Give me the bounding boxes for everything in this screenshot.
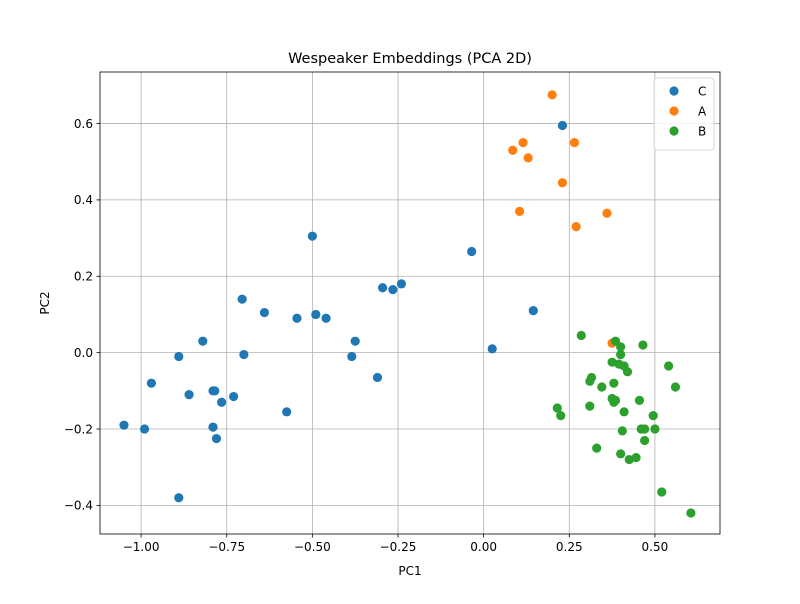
point-C (119, 420, 129, 430)
point-B (556, 411, 566, 421)
x-tick-label: 0.25 (556, 540, 583, 554)
point-B (610, 395, 621, 405)
legend: CAB (653, 77, 715, 151)
point-B (617, 426, 627, 436)
point-C (184, 390, 194, 400)
x-tick-label: −0.50 (294, 540, 331, 554)
legend-marker-B (669, 126, 679, 136)
x-tick-label: 0.00 (470, 540, 497, 554)
legend-label-C: C (698, 84, 706, 98)
point-C (237, 294, 247, 304)
x-tick-label: 0.50 (642, 540, 669, 554)
x-axis-label: PC1 (398, 564, 421, 578)
point-A (508, 145, 518, 155)
point-B (650, 424, 660, 434)
point-B (609, 378, 619, 388)
point-A (569, 138, 580, 148)
point-C (350, 336, 360, 346)
point-B (631, 453, 641, 463)
point-C (228, 391, 239, 402)
point-C (239, 349, 249, 360)
legend-label-A: A (698, 104, 707, 118)
point-B (586, 372, 597, 383)
point-C (307, 231, 317, 241)
point-B (686, 508, 696, 518)
point-B (664, 361, 674, 371)
legend-label-B: B (698, 124, 706, 138)
y-tick-label: −0.4 (64, 499, 93, 513)
y-axis-label: PC2 (38, 291, 52, 314)
point-A (571, 222, 581, 232)
y-tick-label: 0.2 (74, 270, 93, 284)
point-B (592, 443, 602, 453)
point-C (217, 397, 227, 407)
point-C (347, 351, 357, 362)
point-B (622, 367, 633, 377)
y-tick-label: 0.0 (74, 346, 93, 360)
y-tick-label: 0.6 (74, 117, 93, 131)
x-tick-label: −0.75 (208, 540, 245, 554)
point-B (616, 342, 626, 352)
point-B (616, 349, 626, 360)
point-C (259, 307, 270, 318)
point-B (648, 411, 658, 421)
y-tick-label: 0.4 (74, 193, 93, 207)
point-B (616, 449, 626, 459)
x-axis-ticks: −1.00 −0.75 −0.50 −0.25 0.00 0.25 0.50 (123, 534, 669, 554)
point-C (174, 493, 184, 503)
point-C (396, 279, 407, 289)
point-C (282, 407, 292, 417)
point-B (552, 403, 562, 413)
point-C (208, 422, 218, 432)
point-B (576, 330, 586, 341)
x-tick-label: −0.25 (380, 540, 417, 554)
point-B (638, 340, 648, 350)
point-C (292, 313, 302, 323)
point-C (388, 285, 398, 295)
point-C (321, 313, 331, 323)
point-A (518, 138, 528, 148)
point-C (487, 344, 497, 354)
y-axis-ticks: −0.4 −0.2 0.0 0.2 0.4 0.6 (64, 117, 100, 513)
point-A (515, 206, 525, 216)
point-C (467, 246, 477, 257)
plot-frame (99, 71, 721, 535)
point-C (372, 372, 383, 383)
point-C (311, 309, 321, 320)
point-B (585, 401, 595, 411)
point-C (139, 424, 150, 434)
point-B (640, 424, 650, 434)
series-C (119, 120, 568, 503)
point-B (640, 435, 650, 446)
data-points (119, 90, 696, 518)
point-B (634, 395, 645, 405)
chart-title: Wespeaker Embeddings (PCA 2D) (288, 51, 532, 67)
point-B (619, 407, 629, 417)
point-C (210, 386, 220, 396)
legend-box (653, 77, 715, 151)
point-C (377, 283, 388, 293)
point-C (198, 336, 208, 346)
point-B (670, 382, 681, 392)
legend-marker-C (669, 86, 679, 96)
point-A (523, 153, 533, 163)
point-A (547, 90, 557, 100)
x-tick-label: −1.00 (123, 540, 160, 554)
point-C (146, 378, 156, 388)
point-A (557, 178, 568, 188)
point-B (597, 382, 607, 392)
series-B (552, 330, 696, 518)
point-A (602, 208, 612, 218)
point-C (528, 306, 538, 316)
legend-marker-A (669, 106, 679, 116)
y-tick-label: −0.2 (64, 422, 93, 436)
point-B (657, 487, 667, 497)
point-C (211, 433, 222, 444)
point-C (174, 351, 184, 362)
point-C (557, 120, 568, 131)
